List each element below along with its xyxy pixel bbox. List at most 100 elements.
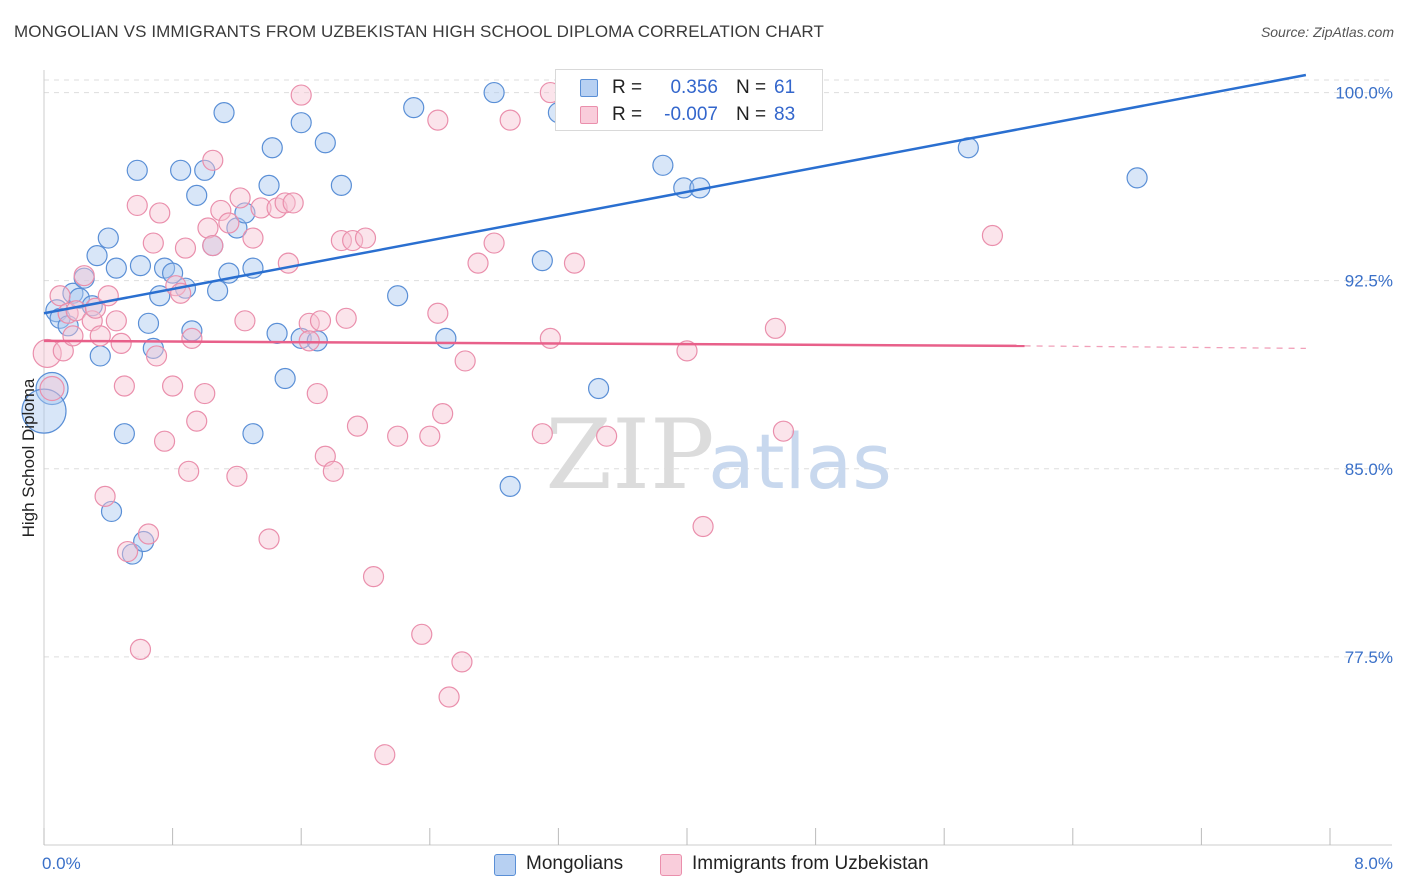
uzbekistan-point [531,423,553,445]
mongolian-point [186,184,208,207]
uzbekistan-point [89,325,111,347]
trend-lines [43,73,1307,350]
uzbekistan-point [306,382,328,405]
source-label: Source: ZipAtlas.com [1260,24,1394,40]
mongolian-point [213,102,235,124]
legend-swatch-pink [580,106,598,124]
watermark-zip: ZIP [545,399,714,511]
chart-title: MONGOLIAN VS IMMIGRANTS FROM UZBEKISTAN … [14,22,824,41]
mongolian-point [483,81,505,104]
uzbekistan-point [290,84,312,106]
uzbekistan-point [438,686,460,708]
uzbekistan-point [242,227,264,249]
y-tick-label: 85.0% [1345,460,1393,479]
uzbekistan-point [483,232,505,254]
y-tick-label: 92.5% [1345,272,1393,291]
uzbekistan-point [454,350,476,372]
uzbekistan-point [153,430,176,452]
n-value: 83 [774,104,796,125]
uzbekistan-point [596,425,618,447]
uzbekistan-point [676,340,698,362]
uzbekistan-point [362,566,385,588]
uzbekistan-point [981,224,1004,247]
uzbekistan-point [178,460,200,482]
uzbekistan-point [346,415,369,437]
uzbekistan-point [335,307,357,329]
uzbekistan-point [298,330,320,352]
mongolian-point [1126,167,1148,189]
uzbekistan-point [129,638,152,660]
uzbekistan-point [186,410,208,432]
uzbekistan-point [226,465,248,487]
mongolian-point [499,475,521,497]
uzbekistan-point [309,310,332,332]
axes [43,70,1392,846]
n-value: 61 [774,77,796,98]
r-value: 0.356 [670,77,718,98]
uzbekistan-point [282,192,304,214]
mongolian-trend-line [43,73,1307,315]
mongolian-point [387,285,409,307]
legend-swatch-pink [660,854,682,876]
uzbekistan-point [202,149,224,171]
y-axis-title: High School Diploma [19,378,38,537]
mongolian-point [89,345,111,367]
mongolian-point [330,174,352,196]
n-label: N = [736,104,767,125]
series-legend: Mongolians Immigrants from Uzbekistan [0,851,1406,877]
grid-lines [44,79,1392,658]
mongolian-point [105,257,127,279]
mongolian-point [435,327,457,349]
uzbekistan-point [274,192,296,214]
mongolian-point [207,280,229,302]
uzbekistan-point [322,460,344,482]
uzbekistan-point [116,540,139,563]
stats-legend-row-mongolians: R = 0.356 N = 61 [556,73,822,101]
uzbekistan-point [772,420,795,442]
mongolian-point [97,227,119,249]
uzbekistan-point [387,425,409,447]
y-tick-label: 100.0% [1335,84,1393,103]
uzbekistan-point [563,252,586,274]
r-label: R = [612,104,643,125]
uzbekistan-point [277,252,299,274]
uzbekistan-point [427,109,449,131]
uzbekistan-point [330,229,352,252]
uzbekistan-point [250,197,272,219]
mongolian-point [261,137,283,159]
mongolian-point [242,423,264,445]
uzbekistan-point [229,187,251,209]
mongolian-point [137,312,160,334]
mongolian-point [652,154,674,176]
uzbekistan-point [126,194,148,217]
legend-swatch-blue [494,854,516,876]
mongolian-point [274,367,296,390]
mongolian-point [86,244,108,267]
data-points [21,81,1148,766]
uzbekistan-point [39,375,65,402]
uzbekistan-point [374,744,396,766]
uzbekistan-point [218,212,240,234]
n-label: N = [736,77,767,98]
uzbekistan-point [142,232,164,254]
mongolian-point [266,322,288,344]
x-tick-label-max: 8.0% [1354,854,1393,873]
uzbekistan-point [149,202,171,224]
mongolian-point [170,159,192,181]
uzbekistan-point [419,425,441,447]
uzbekistan-point [113,375,135,397]
mongolian-point [162,262,184,284]
uzbekistan-point [210,199,232,222]
uzbekistan-point [174,237,197,259]
r-value: -0.007 [664,104,718,125]
uzbekistan-point [162,375,184,397]
uzbekistan-point [194,382,216,405]
uzbekistan-point [692,515,714,538]
mongolian-point [113,423,135,445]
uzbekistan-point [73,265,95,287]
mongolian-point [531,250,553,272]
uzbekistan-point [764,317,787,339]
x-tick-label-min: 0.0% [42,854,81,873]
uzbekistan-point [342,229,364,252]
legend-label: Immigrants from Uzbekistan [692,853,929,874]
